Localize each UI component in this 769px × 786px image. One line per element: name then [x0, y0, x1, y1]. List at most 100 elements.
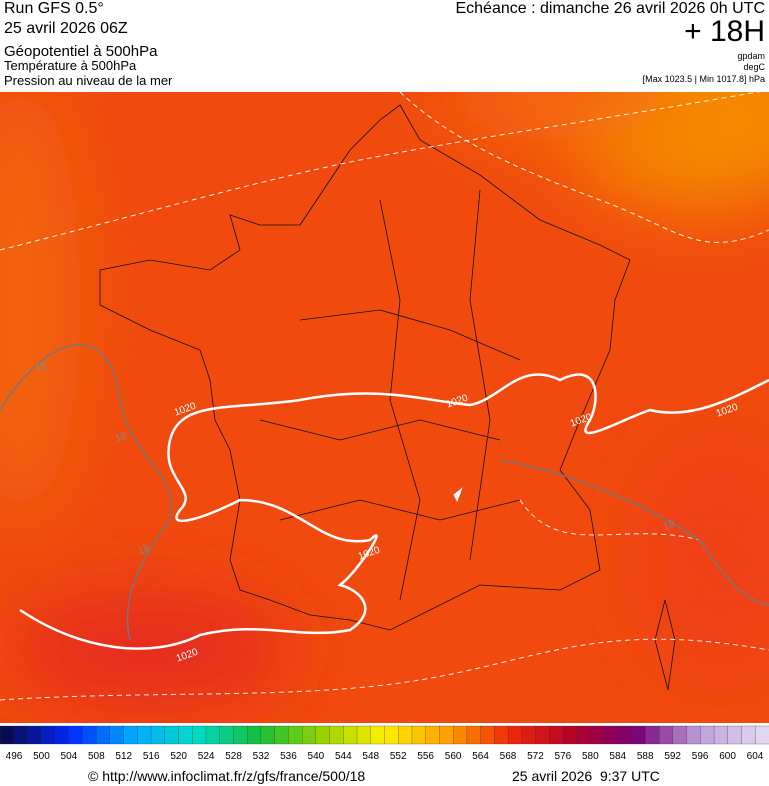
range-label: [Max 1023.5 | Min 1017.8] hPa	[643, 74, 765, 84]
color-swatch	[95, 725, 111, 745]
footer-url: © http://www.infoclimat.fr/z/gfs/france/…	[88, 768, 365, 784]
scale-label: 500	[33, 751, 50, 762]
color-swatch	[713, 725, 729, 745]
color-swatch	[288, 725, 303, 745]
color-swatch	[41, 725, 56, 745]
color-swatch	[604, 725, 619, 745]
color-swatch	[727, 725, 743, 745]
color-swatch	[631, 725, 647, 745]
color-swatch	[466, 725, 482, 745]
scale-label: 496	[6, 751, 23, 762]
color-swatch	[576, 725, 592, 745]
color-swatch	[507, 725, 523, 745]
scale-label: 536	[280, 751, 297, 762]
color-swatch	[658, 725, 674, 745]
color-swatch	[219, 725, 235, 745]
color-swatch	[645, 725, 660, 745]
scale-label: 576	[555, 751, 572, 762]
scale-label: 552	[390, 751, 407, 762]
unit-label: gpdam	[737, 51, 765, 61]
color-swatch	[549, 725, 564, 745]
scale-label: 584	[609, 751, 626, 762]
scale-label: 604	[747, 751, 764, 762]
contour-label: 18	[114, 430, 129, 444]
color-swatch	[494, 725, 509, 745]
color-swatch	[439, 725, 454, 745]
unit-label: degC	[743, 62, 765, 72]
color-swatch	[274, 725, 290, 745]
color-swatch	[370, 725, 386, 745]
color-swatch	[425, 725, 441, 745]
color-swatch	[590, 725, 605, 745]
color-swatch	[686, 725, 701, 745]
field-label: Température à 500hPa	[4, 58, 137, 73]
color-swatch	[68, 725, 84, 745]
scale-label: 580	[582, 751, 599, 762]
color-swatch	[137, 725, 152, 745]
scale-label: 568	[500, 751, 517, 762]
color-swatch	[233, 725, 248, 745]
lead-time: + 18H	[684, 15, 765, 48]
scale-label: 592	[664, 751, 681, 762]
color-swatch	[82, 725, 97, 745]
color-swatch	[247, 725, 262, 745]
color-swatch	[411, 725, 427, 745]
scale-label: 516	[143, 751, 160, 762]
color-swatch	[109, 725, 125, 745]
run-title: Run GFS 0.5°	[4, 0, 104, 17]
color-swatch	[164, 725, 180, 745]
scale-label: 588	[637, 751, 654, 762]
color-swatch	[0, 725, 15, 745]
scale-label: 548	[362, 751, 379, 762]
color-swatch	[398, 725, 413, 745]
color-swatch	[260, 725, 276, 745]
color-swatch	[453, 725, 468, 745]
color-swatch	[123, 725, 138, 745]
color-swatch	[27, 725, 42, 745]
color-swatch	[192, 725, 207, 745]
color-swatch	[301, 725, 317, 745]
scale-label: 544	[335, 751, 352, 762]
field-label: Géopotentiel à 500hPa	[4, 43, 158, 60]
scale-label: 508	[88, 751, 105, 762]
scale-label: 520	[170, 751, 187, 762]
color-swatch	[562, 725, 578, 745]
scale-label: 556	[417, 751, 434, 762]
color-swatch	[315, 725, 331, 745]
color-swatch	[54, 725, 70, 745]
color-swatch	[535, 725, 550, 745]
contour-label: 18	[34, 360, 49, 374]
color-swatch	[178, 725, 193, 745]
run-date: 25 avril 2026 06Z	[4, 20, 128, 37]
color-swatch	[741, 725, 756, 745]
color-swatch	[205, 725, 221, 745]
color-swatch	[343, 725, 358, 745]
color-swatch	[700, 725, 715, 745]
color-swatch	[480, 725, 496, 745]
scale-label: 600	[719, 751, 736, 762]
scale-label: 532	[253, 751, 270, 762]
color-swatch	[617, 725, 633, 745]
scale-label: 528	[225, 751, 242, 762]
scale-label: 596	[692, 751, 709, 762]
color-swatch	[329, 725, 344, 745]
scale-label: 540	[308, 751, 325, 762]
scale-label: 504	[61, 751, 78, 762]
color-swatch	[150, 725, 166, 745]
color-swatch	[521, 725, 537, 745]
field-label: Pression au niveau de la mer	[4, 73, 173, 88]
scale-label: 524	[198, 751, 215, 762]
color-swatch	[13, 725, 29, 745]
scale-label: 560	[445, 751, 462, 762]
color-swatch	[384, 725, 399, 745]
contour-label: 18	[662, 518, 677, 532]
color-swatch	[356, 725, 372, 745]
color-swatch	[672, 725, 688, 745]
color-swatch	[755, 725, 769, 745]
valid-time: Echéance : dimanche 26 avril 2026 0h UTC	[455, 0, 765, 17]
footer-time: 25 avril 2026 9:37 UTC	[512, 768, 660, 784]
scale-label: 572	[527, 751, 544, 762]
